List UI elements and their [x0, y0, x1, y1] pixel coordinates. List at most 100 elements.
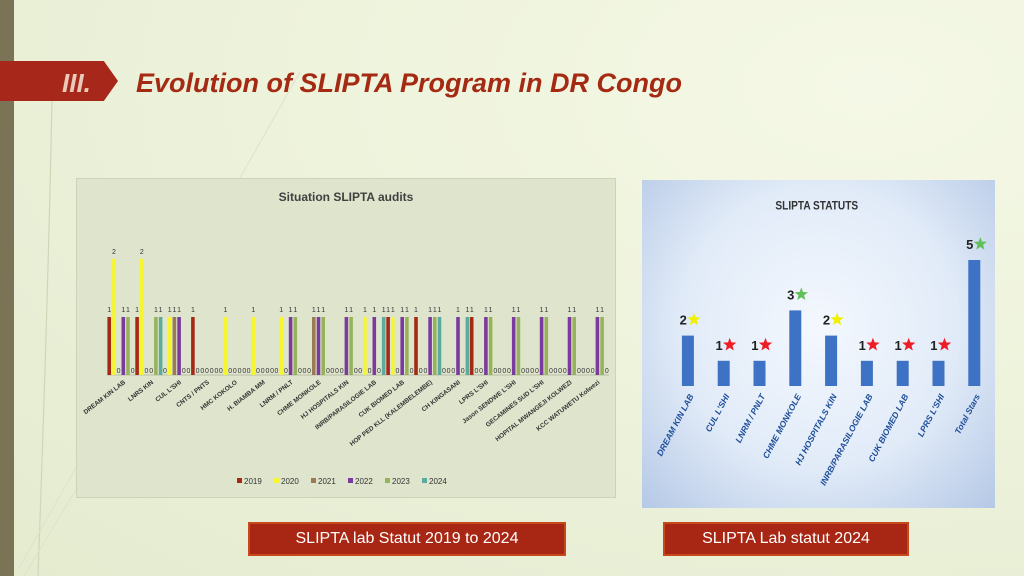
bar: [135, 317, 139, 375]
data-label: 1: [135, 307, 139, 314]
data-label: 0: [549, 368, 553, 375]
data-label: 1: [400, 307, 404, 314]
data-label: 0: [563, 368, 567, 375]
data-label: 1: [484, 307, 488, 314]
section-number: III.: [62, 68, 91, 98]
data-label: 0: [368, 368, 372, 375]
data-label: 0: [256, 368, 260, 375]
data-label: 0: [270, 368, 274, 375]
data-label: 0: [479, 368, 483, 375]
data-label: 0: [145, 368, 149, 375]
category-label: CUK BIOMED LAB: [866, 392, 910, 463]
data-label: 0: [210, 368, 214, 375]
data-label: 0: [461, 368, 465, 375]
data-label: 1: [470, 307, 474, 314]
data-label: 2: [112, 249, 116, 256]
bar: [572, 317, 576, 375]
bar: [349, 317, 353, 375]
data-label: 0: [526, 368, 530, 375]
legend-swatch: [348, 478, 353, 483]
bar: [789, 310, 802, 386]
bar: [154, 317, 158, 375]
data-label: 3: [787, 287, 794, 302]
data-label: 0: [535, 368, 539, 375]
category-label: DREAM KIN LAB: [83, 379, 128, 416]
bar: [932, 360, 945, 386]
data-label: 0: [340, 368, 344, 375]
bar: [191, 317, 195, 375]
data-label: 1: [372, 307, 376, 314]
data-label: 1: [386, 307, 390, 314]
data-label: 1: [540, 307, 544, 314]
data-label: 2: [680, 313, 687, 328]
data-label: 0: [302, 368, 306, 375]
data-label: 2: [140, 249, 144, 256]
category-label: LNRM / PNLT: [733, 392, 767, 445]
star-icon: [937, 337, 952, 351]
data-label: 1: [595, 307, 599, 314]
data-label: 0: [275, 368, 279, 375]
data-label: 1: [159, 307, 163, 314]
data-label: 1: [512, 307, 516, 314]
bar: [223, 317, 228, 375]
bar: [293, 317, 298, 375]
data-label: 0: [326, 368, 330, 375]
bar: [544, 317, 549, 375]
data-label: 0: [521, 368, 525, 375]
data-label: 0: [214, 368, 218, 375]
bar: [391, 317, 395, 375]
data-label: 1: [172, 307, 176, 314]
legend-swatch: [311, 478, 316, 483]
bar: [363, 317, 367, 375]
data-label: 0: [187, 368, 191, 375]
category-label: LPRS L'SHI: [915, 392, 946, 439]
data-label: 0: [284, 368, 288, 375]
bar: [433, 317, 437, 375]
bar: [488, 317, 493, 375]
data-label: 1: [107, 307, 111, 314]
data-label: 0: [265, 368, 269, 375]
data-label: 0: [219, 368, 223, 375]
legend-label: 2023: [392, 477, 410, 486]
data-label: 1: [465, 307, 469, 314]
legend-label: 2019: [244, 477, 262, 486]
data-label: 0: [228, 368, 232, 375]
data-label: 0: [247, 368, 251, 375]
bar: [896, 360, 909, 386]
data-label: 1: [489, 307, 493, 314]
bar: [386, 317, 390, 375]
bar: [344, 317, 349, 375]
data-label: 1: [289, 307, 293, 314]
bar: [279, 317, 283, 375]
data-label: 0: [238, 368, 242, 375]
bar: [469, 317, 474, 375]
data-label: 0: [553, 368, 557, 375]
data-label: 0: [493, 368, 497, 375]
data-label: 0: [163, 368, 167, 375]
data-label: 1: [191, 307, 195, 314]
bar: [158, 317, 163, 375]
data-label: 0: [419, 368, 423, 375]
bar: [681, 335, 694, 386]
bar: [316, 317, 321, 375]
bar: [539, 317, 544, 375]
data-label: 1: [414, 307, 418, 314]
data-label: 1: [349, 307, 353, 314]
data-label: 1: [293, 307, 297, 314]
legend-swatch: [422, 478, 427, 483]
data-label: 0: [242, 368, 246, 375]
data-label: 0: [502, 368, 506, 375]
data-label: 1: [121, 307, 125, 314]
bar: [400, 317, 404, 375]
caption-lab-statut-2019-2024: SLIPTA lab Statut 2019 to 2024: [248, 522, 566, 556]
data-label: 0: [335, 368, 339, 375]
data-label: 1: [223, 307, 227, 314]
data-label: 0: [396, 368, 400, 375]
data-label: 0: [591, 368, 595, 375]
caption-lab-statut-2024: SLIPTA Lab statut 2024: [663, 522, 909, 556]
data-label: 1: [251, 307, 255, 314]
data-label: 1: [363, 307, 367, 314]
data-label: 0: [330, 368, 334, 375]
data-label: 1: [382, 307, 386, 314]
bar: [600, 317, 604, 375]
